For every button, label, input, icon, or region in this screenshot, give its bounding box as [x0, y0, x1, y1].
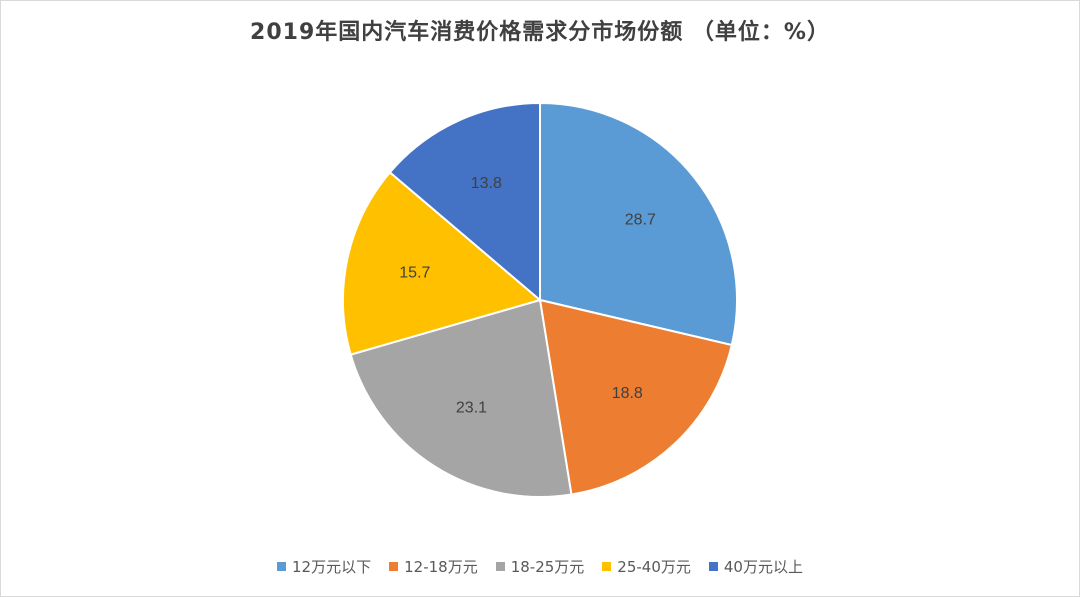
data-label: 13.8: [471, 175, 502, 192]
legend-swatch: [602, 562, 612, 571]
data-label: 23.1: [456, 399, 487, 416]
legend-label: 12万元以下: [292, 558, 372, 576]
pie-data-labels: 28.7 18.8 23.1 15.7 13.8: [399, 175, 656, 416]
legend-label: 25-40万元: [617, 558, 691, 576]
legend-label: 40万元以上: [723, 558, 803, 576]
legend-label: 18-25万元: [510, 558, 585, 576]
pie-slice: [538, 298, 733, 496]
legend-swatch: [495, 562, 505, 571]
legend-swatch: [277, 562, 287, 571]
pie-slice: [349, 298, 573, 498]
pie-slice: [388, 101, 541, 303]
legend-item: 25-40万元: [602, 556, 691, 577]
data-label: 18.8: [612, 385, 643, 402]
legend-item: 12-18万元: [389, 556, 478, 577]
legend-swatch: [708, 562, 718, 571]
legend-label: 12-18万元: [404, 558, 478, 576]
pie-slice: [539, 101, 738, 347]
legend-swatch: [389, 562, 399, 571]
data-label: 28.7: [625, 212, 656, 229]
data-label: 15.7: [399, 264, 430, 281]
legend-item: 12万元以下: [277, 556, 371, 577]
chart-title: 2019年国内汽车消费价格需求分市场份额 （单位：%）: [250, 20, 830, 45]
pie-slices: [342, 101, 738, 498]
pie-slice: [342, 170, 543, 356]
chart-legend: 12万元以下 12-18万元 18-25万元 25-40万元 40万元以上: [0, 556, 1080, 577]
legend-item: 18-25万元: [495, 556, 585, 577]
legend-item: 40万元以上: [708, 556, 803, 577]
